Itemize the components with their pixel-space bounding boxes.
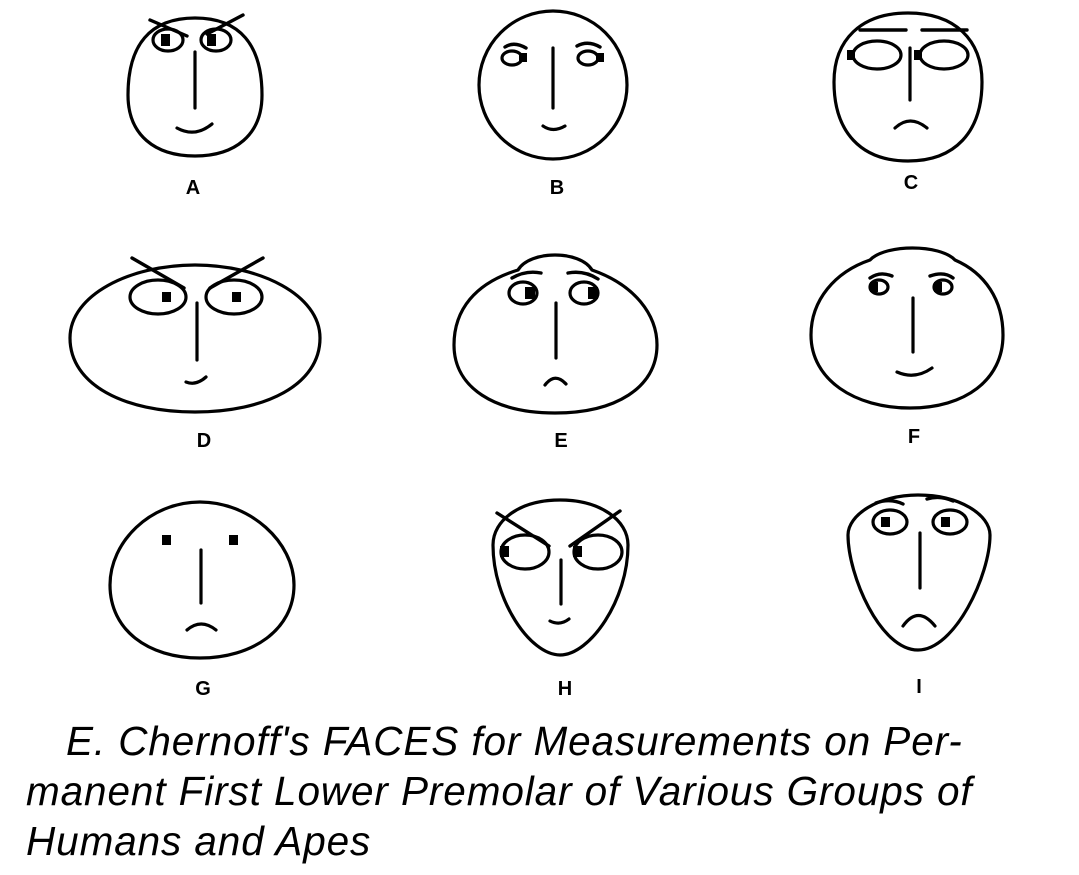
face-h: H <box>491 498 630 700</box>
face-h-left-pupil <box>500 546 509 557</box>
face-b-outline <box>477 9 629 161</box>
face-d-mouth <box>184 375 208 385</box>
caption-line-1: E. Chernoff's FACES for Measurements on … <box>66 718 963 764</box>
face-i-right-pupil <box>941 517 950 527</box>
face-g-mouth <box>185 622 218 632</box>
face-i-label: I <box>916 676 922 698</box>
face-a-right-pupil <box>207 34 216 46</box>
faces-grid: A B C <box>68 9 1005 700</box>
face-h-right-brow <box>568 509 622 548</box>
face-a-right-eye <box>199 27 233 53</box>
face-b-right-pupil <box>596 53 604 62</box>
face-f-outline <box>809 246 1005 410</box>
face-b-right-eye <box>576 49 600 67</box>
face-i-mouth <box>901 613 937 628</box>
face-a-outline <box>126 16 264 158</box>
face-a-label: A <box>186 177 200 199</box>
face-f: F <box>809 246 1005 448</box>
face-f-left-pupil <box>870 282 878 292</box>
face-e-mouth <box>543 376 568 387</box>
face-e-outline <box>452 253 659 415</box>
face-d-right-pupil <box>232 292 241 302</box>
face-g-label: G <box>195 678 211 700</box>
face-i-left-brow <box>874 499 905 506</box>
face-a-right-brow <box>205 13 245 36</box>
face-b-left-pupil <box>519 53 527 62</box>
face-a-mouth <box>175 122 214 134</box>
face-c-label: C <box>904 172 918 194</box>
face-c-left-eye <box>851 39 903 71</box>
face-a: A <box>126 13 264 199</box>
face-i-left-eye <box>871 508 909 536</box>
face-d-outline <box>68 263 322 414</box>
chernoff-faces-figure: A B C <box>68 9 1005 700</box>
face-e: E <box>452 253 659 452</box>
face-a-left-pupil <box>161 34 170 46</box>
face-d-label: D <box>197 430 211 452</box>
face-b-mouth <box>541 124 567 132</box>
face-c: C <box>832 11 984 194</box>
face-c-right-pupil <box>914 50 922 60</box>
face-d: D <box>68 256 322 452</box>
face-f-label: F <box>908 426 920 448</box>
face-h-outline <box>491 498 630 657</box>
face-e-right-brow <box>566 270 600 281</box>
face-e-left-eye <box>507 280 539 306</box>
face-f-right-pupil <box>934 282 942 292</box>
face-a-left-eye <box>151 27 185 53</box>
face-e-left-brow <box>510 270 543 280</box>
face-h-mouth <box>548 617 571 625</box>
face-d-left-eye <box>128 278 188 316</box>
figure-caption: E. Chernoff's FACES for Measurements on … <box>26 716 1066 866</box>
face-i-right-eye <box>931 508 969 536</box>
face-e-right-pupil <box>588 287 598 299</box>
face-b: B <box>477 9 629 199</box>
face-i: I <box>846 493 992 698</box>
face-g-right-eye <box>229 535 238 545</box>
face-c-outline <box>832 11 984 163</box>
face-h-right-pupil <box>573 546 582 557</box>
face-g-outline <box>108 500 296 660</box>
face-f-left-brow <box>868 272 894 280</box>
face-b-label: B <box>550 177 564 199</box>
face-d-right-eye <box>204 278 264 316</box>
face-e-label: E <box>554 430 567 452</box>
face-c-left-pupil <box>847 50 855 60</box>
face-i-left-pupil <box>881 517 890 527</box>
face-d-left-pupil <box>162 292 171 302</box>
face-b-left-brow <box>503 42 528 50</box>
face-c-right-eye <box>918 39 970 71</box>
caption-line-3: Humans and Apes <box>26 818 372 864</box>
face-e-left-pupil <box>525 287 535 299</box>
caption-line-2: manent First Lower Premolar of Various G… <box>26 768 973 814</box>
face-g: G <box>108 500 296 700</box>
face-g-left-eye <box>162 535 171 545</box>
face-c-mouth <box>893 119 929 130</box>
face-h-label: H <box>558 678 572 700</box>
face-f-mouth <box>895 366 934 377</box>
face-i-outline <box>846 493 992 652</box>
face-i-right-brow <box>925 495 955 503</box>
face-f-right-brow <box>928 272 955 280</box>
face-b-right-brow <box>575 41 602 49</box>
